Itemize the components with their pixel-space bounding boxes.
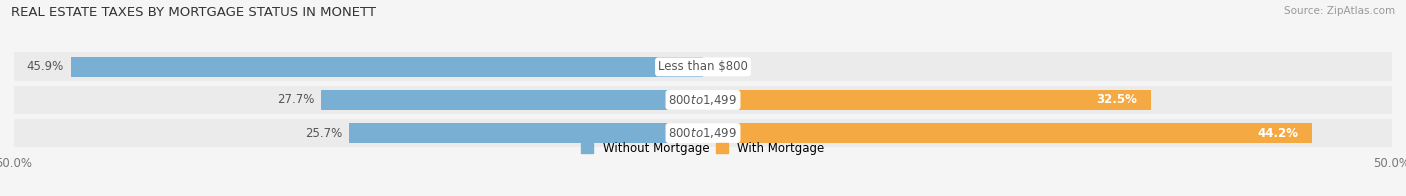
Text: 27.7%: 27.7% bbox=[277, 93, 315, 106]
Text: $800 to $1,499: $800 to $1,499 bbox=[668, 126, 738, 140]
Text: $800 to $1,499: $800 to $1,499 bbox=[668, 93, 738, 107]
Bar bbox=[14, 119, 1392, 147]
Text: 0.0%: 0.0% bbox=[710, 60, 740, 73]
Text: Less than $800: Less than $800 bbox=[658, 60, 748, 73]
Bar bbox=[322, 90, 703, 110]
Bar bbox=[703, 123, 1312, 143]
Bar bbox=[70, 57, 703, 77]
Bar bbox=[14, 86, 1392, 114]
Bar bbox=[349, 123, 703, 143]
Legend: Without Mortgage, With Mortgage: Without Mortgage, With Mortgage bbox=[581, 142, 825, 155]
Text: 45.9%: 45.9% bbox=[27, 60, 63, 73]
Text: 25.7%: 25.7% bbox=[305, 127, 342, 140]
Text: 32.5%: 32.5% bbox=[1097, 93, 1137, 106]
Bar bbox=[703, 90, 1152, 110]
Text: 44.2%: 44.2% bbox=[1257, 127, 1298, 140]
Text: Source: ZipAtlas.com: Source: ZipAtlas.com bbox=[1284, 6, 1395, 16]
Bar bbox=[14, 53, 1392, 81]
Text: REAL ESTATE TAXES BY MORTGAGE STATUS IN MONETT: REAL ESTATE TAXES BY MORTGAGE STATUS IN … bbox=[11, 6, 377, 19]
